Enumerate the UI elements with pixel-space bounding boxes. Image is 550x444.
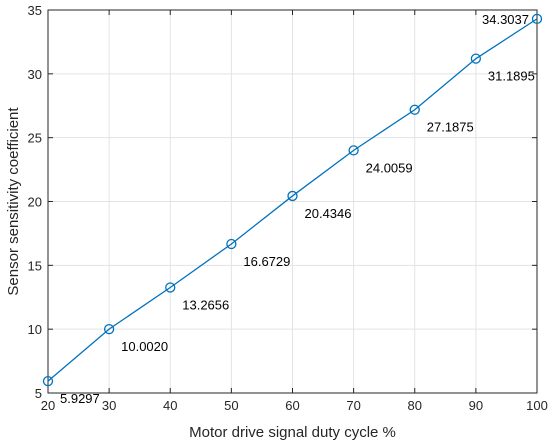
data-labels: 5.9297 10.0020 13.2656 16.6729 20.4346 24.005… — [60, 12, 535, 406]
x-tick-label: 70 — [346, 398, 360, 413]
y-tick-label: 25 — [28, 131, 42, 146]
data-label: 5.9297 — [60, 391, 100, 406]
data-point — [409, 104, 420, 115]
x-tick-label: 60 — [285, 398, 299, 413]
y-axis-ticks: 5 10 15 20 25 30 35 — [28, 3, 537, 401]
y-tick-label: 5 — [35, 386, 42, 401]
x-tick-label: 50 — [224, 398, 238, 413]
y-tick-label: 35 — [28, 3, 42, 18]
data-point — [42, 375, 54, 387]
data-point — [531, 13, 543, 25]
grid — [47, 9, 538, 394]
series-line — [47, 18, 538, 382]
x-axis-ticks: 20 30 40 50 60 70 80 90 100 — [41, 10, 548, 413]
data-label: 10.0020 — [121, 339, 168, 354]
data-point — [226, 238, 237, 250]
data-label: 13.2656 — [182, 297, 229, 312]
x-tick-label: 100 — [526, 398, 548, 413]
data-label: 24.0059 — [366, 160, 413, 175]
x-axis-title: Motor drive signal duty cycle % — [189, 424, 396, 441]
x-tick-label: 40 — [163, 398, 177, 413]
x-tick-label: 80 — [408, 398, 422, 413]
y-tick-label: 30 — [28, 67, 42, 82]
y-axis-title: Sensor sensitivity coefficient — [5, 107, 22, 296]
data-label: 20.4346 — [305, 206, 352, 221]
y-tick-label: 20 — [28, 195, 42, 210]
x-tick-label: 20 — [41, 398, 55, 413]
data-points — [42, 13, 543, 387]
data-label: 16.6729 — [243, 254, 290, 269]
data-point — [348, 145, 359, 156]
data-point — [287, 190, 298, 202]
x-tick-label: 30 — [102, 398, 116, 413]
data-label: 34.3037 — [482, 12, 529, 27]
data-point — [165, 282, 176, 293]
plot-area-border — [47, 9, 538, 394]
y-tick-label: 15 — [28, 258, 42, 273]
data-point — [103, 323, 115, 335]
data-label: 31.1895 — [488, 69, 535, 84]
data-point — [470, 53, 482, 64]
y-tick-label: 10 — [28, 322, 42, 337]
data-label: 27.1875 — [427, 120, 474, 135]
x-tick-label: 90 — [469, 398, 483, 413]
